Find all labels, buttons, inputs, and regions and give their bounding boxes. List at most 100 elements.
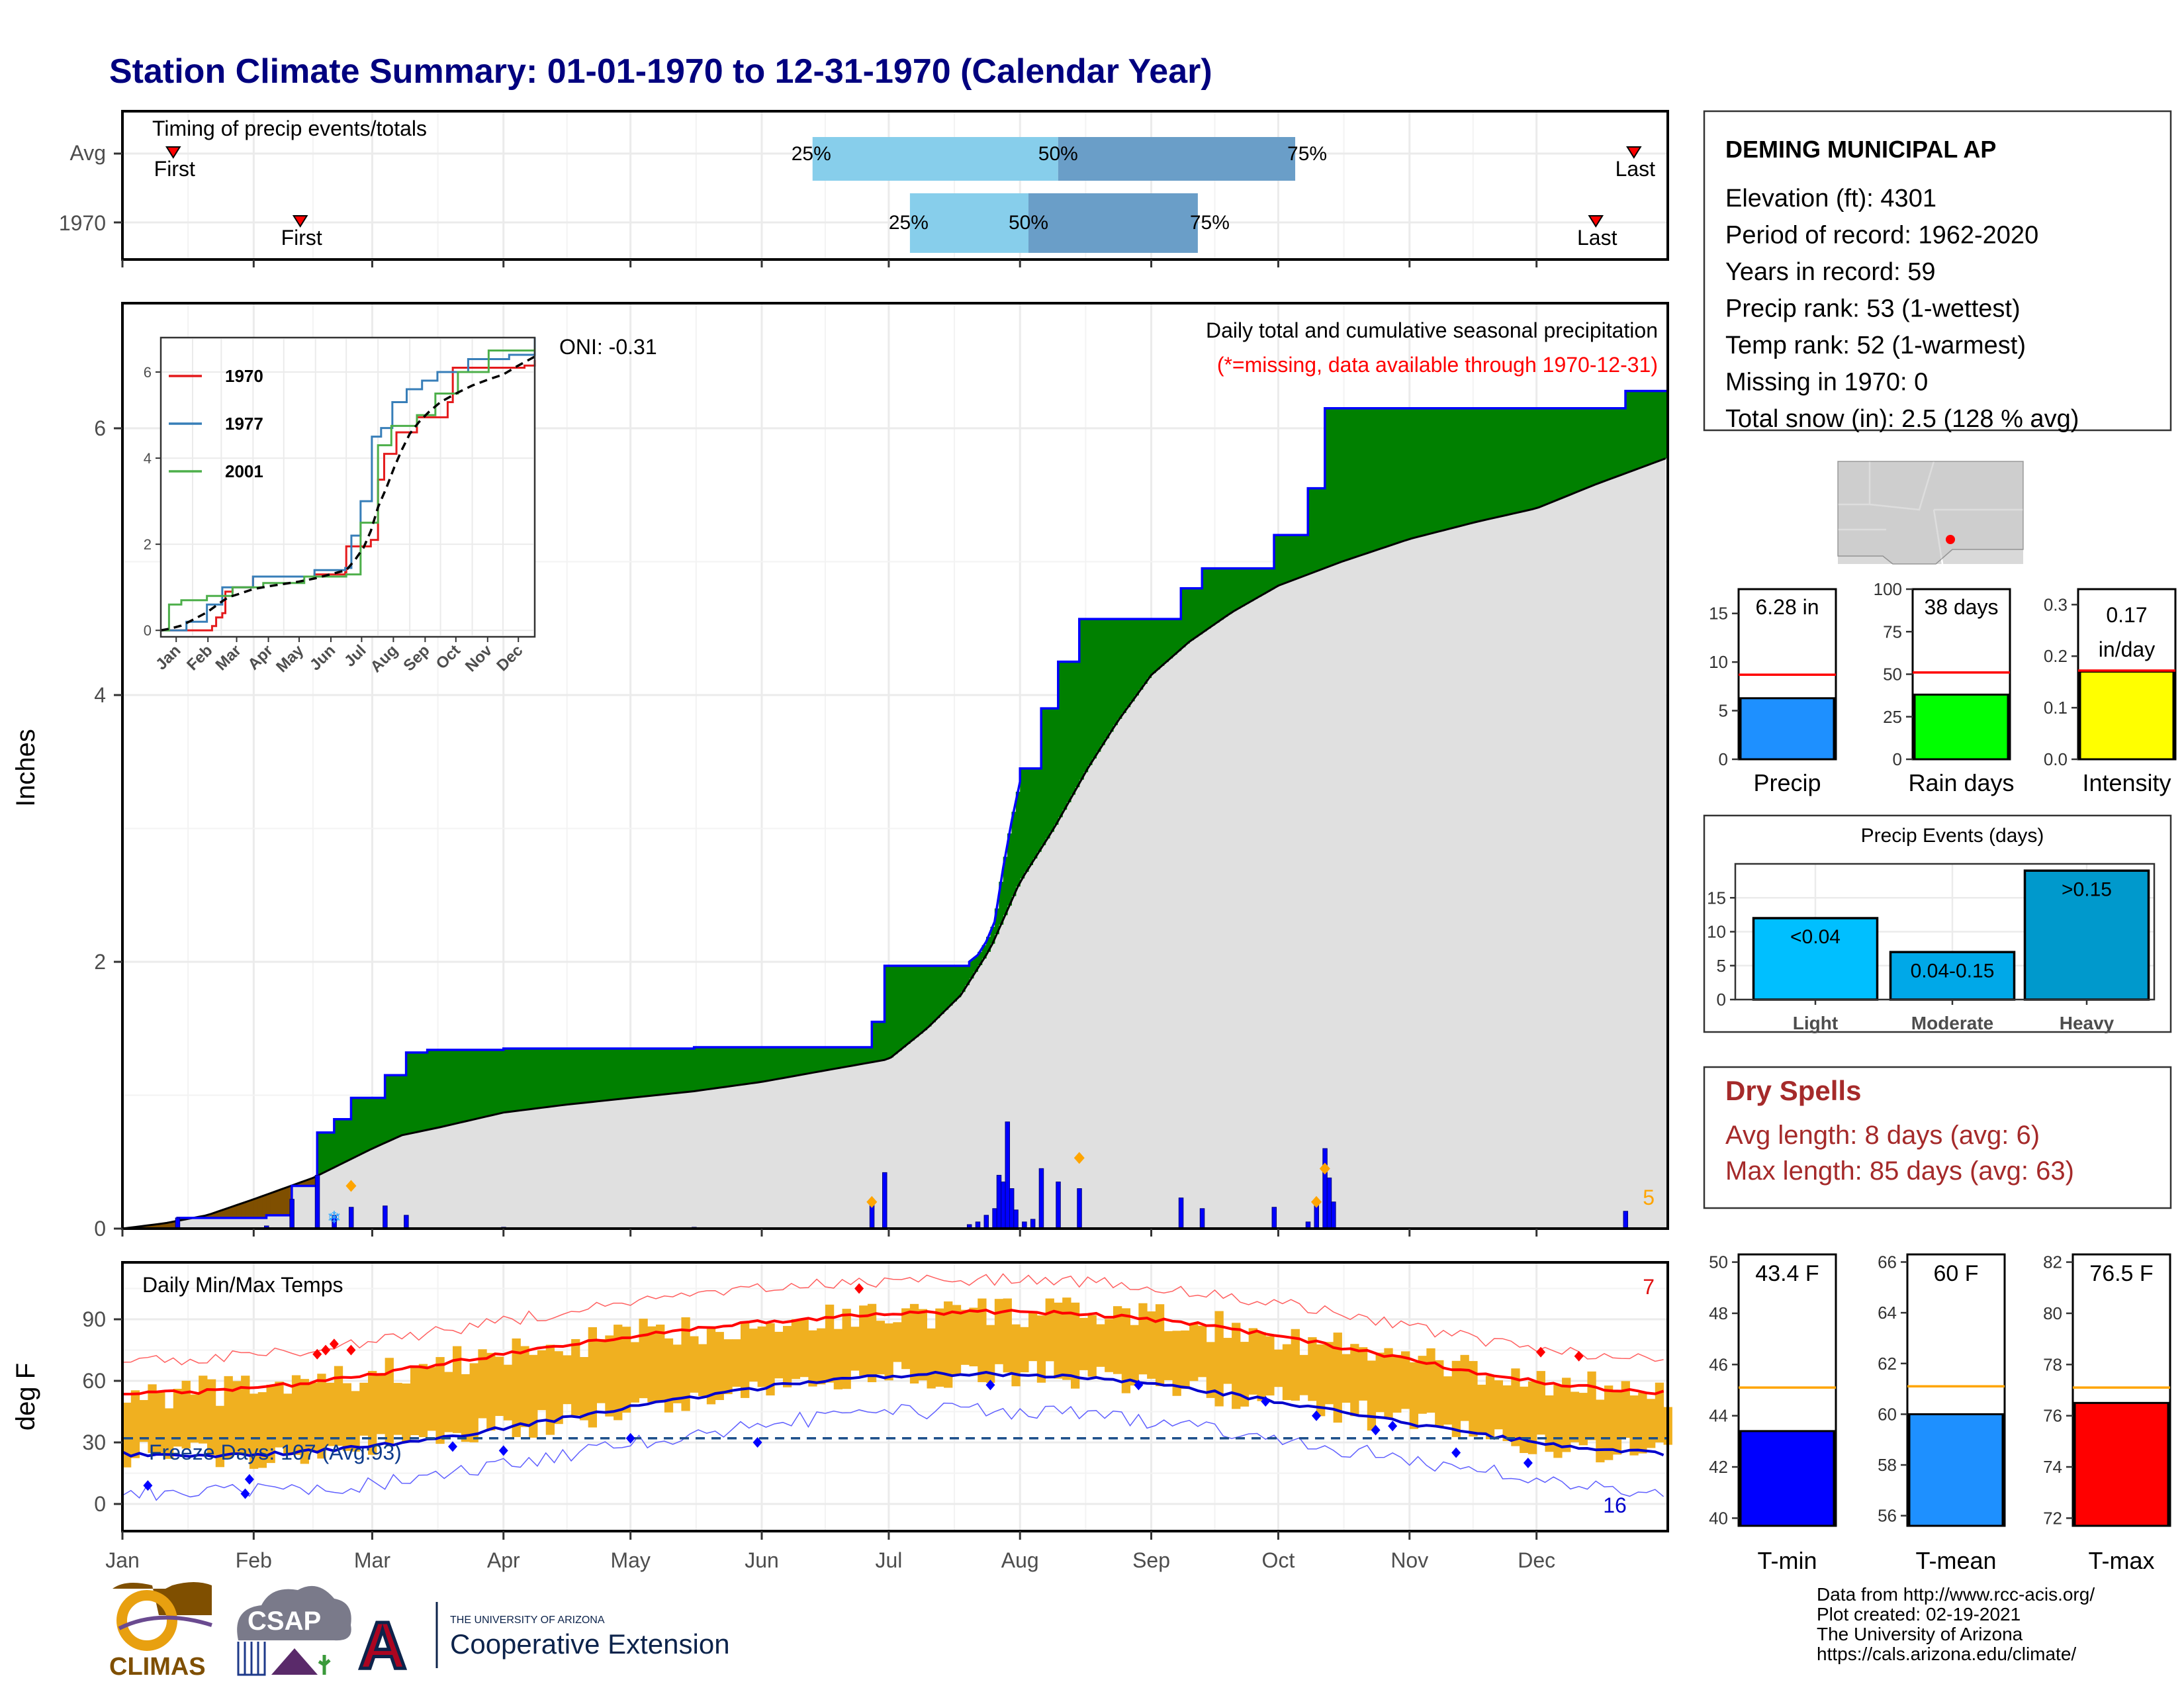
temp-daily-range-bar [452,1346,462,1433]
precip-surplus-segment [935,966,940,1019]
snow-day-icon: ❄ [327,1207,341,1227]
month-label-nov: Nov [1390,1548,1428,1572]
temp-daily-range-bar [1443,1376,1453,1425]
csap-logo-mountain [271,1648,318,1675]
precip-surplus-segment [1422,408,1427,536]
temp-daily-range-bar [1612,1389,1622,1455]
temp-daily-range-bar [766,1323,775,1396]
temp-daily-range-bar [494,1356,504,1417]
temp-daily-range-bar [698,1344,707,1397]
precip-surplus-segment [630,1048,635,1098]
timing-last-label-row2: Last [1577,226,1617,250]
precip-surplus-segment [537,1048,542,1108]
precip-deficit-segment [160,1223,165,1229]
temp-daily-range-bar [1020,1327,1029,1373]
temp-summary-ytick-label: 44 [1709,1406,1728,1426]
precip-surplus-segment [1236,568,1241,609]
precip-deficit-segment [257,1197,263,1218]
precip-surplus-segment [1261,568,1266,594]
precip-surplus-segment [846,1047,851,1066]
precip-surplus-segment [825,1047,830,1070]
events-ytick-label: 0 [1717,990,1726,1009]
precip-surplus-segment [1257,568,1262,597]
precip-surplus-segment [376,1098,381,1146]
credit-line: https://cals.arizona.edu/climate/ [1817,1644,2076,1664]
month-label-sep: Sep [1132,1548,1170,1572]
precip-surplus-segment [923,966,928,1031]
inset-avg-line [160,355,535,632]
precip-surplus-segment [1566,408,1571,496]
temp-summary-ytick-label: 82 [2043,1252,2062,1272]
page-title: Station Climate Summary: 01-01-1970 to 1… [109,52,1212,91]
temp-daily-range-bar [647,1326,657,1403]
station-info-box: DEMING MUNICIPAL AP Elevation (ft): 4301… [1703,110,2172,433]
temp-daily-range-bar [757,1326,766,1387]
temp-daily-range-bar [817,1328,826,1385]
mini-bar-label: Intensity [2082,769,2171,796]
temp-summary-ytick-label: 60 [1878,1404,1897,1424]
ua-logo: A THE UNIVERSITY OF ARIZONA Cooperative … [357,1602,730,1685]
precip-deficit-segment [300,1182,305,1186]
temp-daily-range-bar [723,1339,733,1395]
precip-surplus-segment [1320,488,1326,569]
precip-surplus-segment [757,1047,762,1082]
events-ytick-label: 5 [1717,956,1726,976]
climas-logo: CLIMAS [109,1582,212,1681]
precip-surplus-segment [1324,408,1330,567]
precip-surplus-segment [1663,391,1668,459]
temp-daily-range-bar [291,1375,301,1455]
temp-daily-range-bar [1316,1344,1326,1417]
precip-surplus-segment [1079,619,1084,780]
precip-surplus-segment [393,1075,398,1139]
precip-surplus-segment [1240,568,1245,606]
precip-daily-bar [175,1217,181,1229]
temp-daily-range-bar [326,1382,335,1446]
record-low-marker [498,1445,508,1456]
events-ytick-label: 15 [1707,888,1726,908]
precip-surplus-segment [439,1049,445,1127]
precip-surplus-segment [1527,408,1533,510]
temp-daily-range-bar [884,1323,893,1381]
precip-surplus-segment [1502,408,1508,516]
temp-daily-range-bar [1545,1395,1554,1452]
precip-daily-bar [983,1215,989,1229]
precip-surplus-segment [1109,619,1114,732]
precip-surplus-segment [1020,768,1025,879]
inset-ytick-label: 0 [144,622,152,639]
temp-daily-range-bar [164,1408,174,1459]
precip-events-chart: Precip Events (days) <0.04 Light 0.04-0.15… [1703,814,2172,1033]
precip-daily-bar [1178,1197,1184,1229]
temp-daily-range-bar [300,1379,309,1464]
precip-ytick-label: 6 [94,416,106,440]
temp-daily-range-bar [410,1367,420,1436]
precip-surplus-segment [1481,408,1486,520]
temp-daily-range-bar [1375,1352,1385,1413]
temp-daily-range-bar [1045,1298,1054,1362]
precip-deficit-segment [270,1192,275,1215]
timing-first-label-row2: First [281,226,322,250]
precip-surplus-segment [1430,408,1435,534]
temp-summary-value: 76.5 F [2089,1261,2153,1286]
temp-daily-range-bar [1324,1342,1334,1405]
precip-surplus-segment [626,1048,631,1098]
temp-daily-range-bar [503,1364,513,1421]
temp-daily-range-bar [901,1308,911,1370]
precip-surplus-segment [909,966,915,1041]
precip-daily-bar [1326,1177,1332,1229]
csap-logo-cloud [237,1585,351,1641]
record-low-marker [1134,1380,1144,1391]
precip-surplus-segment [478,1049,483,1118]
locator-map [1837,461,2024,565]
precip-surplus-segment [1189,588,1195,641]
precip-surplus-segment [1633,391,1639,470]
timing-p25-label-row1: 25% [792,143,831,165]
freeze-days-label: Freeze Days: 107 (Avg:93) [149,1440,402,1464]
precip-deficit-segment [275,1191,280,1215]
temp-daily-range-bar [1299,1354,1308,1395]
temp-daily-range-bar [486,1352,496,1431]
precip-surplus-segment [406,1053,411,1134]
precip-daily-bar [1199,1208,1205,1229]
temp-y-axis-label: deg F [11,1363,40,1430]
precip-surplus-segment [1003,857,1008,915]
precip-surplus-segment [1232,568,1237,612]
